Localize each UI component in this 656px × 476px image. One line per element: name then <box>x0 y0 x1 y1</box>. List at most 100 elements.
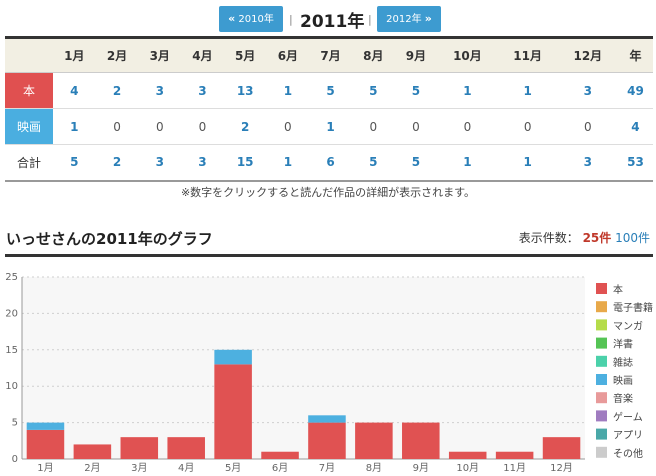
display-count-label: 表示件数： <box>518 231 579 245</box>
total-count-year[interactable]: 53 <box>617 144 653 182</box>
total-count-feb[interactable]: 2 <box>95 144 139 182</box>
movie-count-jul[interactable]: 1 <box>309 108 352 145</box>
book-count-oct[interactable]: 1 <box>437 72 498 109</box>
total-count-jan[interactable]: 5 <box>53 144 96 182</box>
month-header: 10月 <box>437 36 498 73</box>
table-header-row: 1月 2月 3月 4月 5月 6月 7月 8月 9月 10月 11月 12月 年 <box>5 36 653 73</box>
x-tick-label: 3月 <box>131 462 147 474</box>
total-count-sep[interactable]: 5 <box>394 144 438 182</box>
legend-label: 音楽 <box>613 392 633 405</box>
total-count-jun[interactable]: 1 <box>266 144 310 182</box>
book-count-nov[interactable]: 1 <box>497 72 558 109</box>
month-header: 6月 <box>266 36 310 73</box>
x-tick-label: 10月 <box>456 462 479 474</box>
month-header: 8月 <box>351 36 395 73</box>
bar-book-8 <box>355 422 393 459</box>
prev-year-button[interactable]: « 2010年 <box>219 6 283 32</box>
monthly-stats-table: 1月 2月 3月 4月 5月 6月 7月 8月 9月 10月 11月 12月 年… <box>5 36 653 182</box>
book-count-year[interactable]: 49 <box>617 72 653 109</box>
month-header: 2月 <box>95 36 139 73</box>
total-count-apr[interactable]: 3 <box>181 144 224 182</box>
book-count-aug[interactable]: 5 <box>351 72 395 109</box>
next-year-button[interactable]: 2012年 » <box>377 6 441 32</box>
total-count-aug[interactable]: 5 <box>351 144 395 182</box>
book-count-may[interactable]: 13 <box>223 72 267 109</box>
total-count-dec[interactable]: 3 <box>557 144 618 182</box>
y-tick-label: 5 <box>12 418 18 429</box>
x-tick-label: 5月 <box>225 462 241 474</box>
total-count-mar[interactable]: 3 <box>138 144 182 182</box>
display-count-selector: 表示件数： 25件 100件 <box>519 229 650 246</box>
monthly-bar-chart: 0 5 10 15 20 25 1月 2月 3月 4月 5月 6月 7月 8月 9月 10月 11月 12月 本電子… <box>5 272 653 474</box>
book-count-mar[interactable]: 3 <box>138 72 182 109</box>
legend-swatch <box>596 428 607 440</box>
display-count-100-link[interactable]: 100件 <box>615 231 650 245</box>
movie-count-oct: 0 <box>437 108 498 145</box>
movie-count-jan[interactable]: 1 <box>53 108 96 145</box>
bar-book-1 <box>26 429 65 459</box>
book-count-jul[interactable]: 5 <box>309 72 352 109</box>
x-tick-label: 11月 <box>503 462 526 474</box>
legend-label: 映画 <box>613 375 633 387</box>
legend-swatch <box>596 337 607 349</box>
current-year-title: 2011年 <box>300 12 365 32</box>
month-header: 12月 <box>557 36 618 73</box>
next-year-label: 2012年 <box>386 14 422 25</box>
plot-area <box>22 277 585 459</box>
next-arrow-icon: » <box>424 12 432 25</box>
row-label-total: 合計 <box>5 144 53 182</box>
bar-book-7 <box>308 422 346 459</box>
legend-label: アプリ <box>613 430 643 442</box>
bar-book-3 <box>120 437 159 459</box>
table-row-book: 本 4 2 3 3 13 1 5 5 5 1 1 3 49 <box>5 72 653 109</box>
movie-count-may[interactable]: 2 <box>223 108 267 145</box>
y-tick-label: 10 <box>5 381 18 392</box>
month-header: 4月 <box>181 36 224 73</box>
movie-count-aug: 0 <box>351 108 395 145</box>
bar-movie-7 <box>308 415 346 423</box>
x-tick-label: 9月 <box>413 462 429 474</box>
book-count-feb[interactable]: 2 <box>95 72 139 109</box>
bar-book-11 <box>495 451 534 459</box>
legend-swatch <box>596 355 607 367</box>
bar-book-9 <box>402 422 440 459</box>
legend-swatch <box>596 374 607 385</box>
total-count-jul[interactable]: 6 <box>309 144 352 182</box>
prev-year-label: 2010年 <box>238 14 274 25</box>
nav-separator: | <box>289 13 293 26</box>
y-tick-label: 20 <box>5 308 18 319</box>
month-header: 7月 <box>309 36 352 73</box>
legend-swatch <box>596 392 607 404</box>
legend-label: ゲーム <box>613 411 643 423</box>
book-count-dec[interactable]: 3 <box>557 72 618 109</box>
book-count-sep[interactable]: 5 <box>394 72 438 109</box>
total-count-oct[interactable]: 1 <box>437 144 498 182</box>
x-tick-label: 6月 <box>272 462 288 474</box>
row-label-movie: 映画 <box>5 108 53 145</box>
bar-book-12 <box>542 437 581 459</box>
legend-label: マンガ <box>613 320 643 332</box>
bar-book-5 <box>214 364 252 459</box>
book-count-jun[interactable]: 1 <box>266 72 310 109</box>
movie-count-apr: 0 <box>181 108 224 145</box>
x-tick-label: 8月 <box>366 462 382 474</box>
legend-label: 本 <box>613 283 623 296</box>
bar-book-4 <box>167 437 205 459</box>
legend-label: 洋書 <box>613 338 633 351</box>
book-count-apr[interactable]: 3 <box>181 72 224 109</box>
movie-count-dec: 0 <box>557 108 618 145</box>
movie-count-sep: 0 <box>394 108 438 145</box>
legend-label: 電子書籍 <box>613 301 653 314</box>
movie-count-year[interactable]: 4 <box>617 108 653 145</box>
total-count-nov[interactable]: 1 <box>497 144 558 182</box>
bar-book-10 <box>448 451 487 459</box>
movie-count-mar: 0 <box>138 108 182 145</box>
month-header: 9月 <box>394 36 438 73</box>
y-tick-label: 15 <box>5 345 18 356</box>
total-count-may[interactable]: 15 <box>223 144 267 182</box>
table-corner <box>5 36 53 73</box>
legend-swatch <box>596 283 607 294</box>
book-count-jan[interactable]: 4 <box>53 72 96 109</box>
bar-movie-5 <box>214 349 252 365</box>
graph-divider <box>5 254 653 257</box>
